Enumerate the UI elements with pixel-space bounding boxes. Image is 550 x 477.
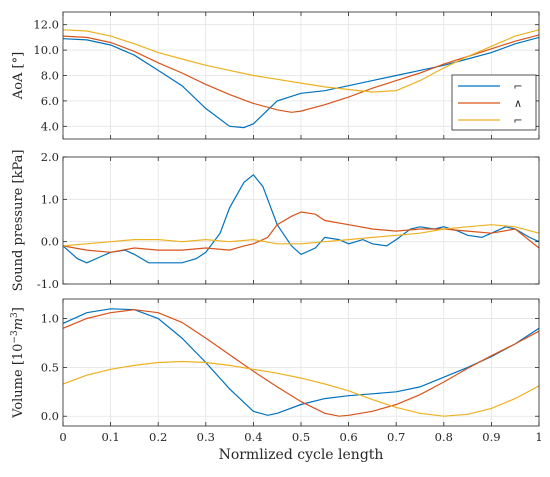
- series-line-1: [63, 308, 539, 416]
- x-tick-label: 0.5: [292, 430, 310, 444]
- y-tick-label: 0.0: [41, 409, 59, 423]
- series-line-3: [63, 360, 539, 417]
- y-tick-label: -1.0: [37, 277, 59, 291]
- y-axis-label-part: AoA [°]: [11, 52, 26, 100]
- x-tick-label: 0: [59, 430, 66, 444]
- x-tick-label: 0.9: [482, 430, 500, 444]
- series-line-3: [63, 224, 539, 247]
- legend: ⌐ ∧ ⌐: [451, 74, 537, 131]
- legend-label-2: ∧: [514, 97, 522, 110]
- y-axis-label: AoA [°]: [11, 52, 26, 100]
- series-line-2: [63, 34, 539, 113]
- panel-1: 4.0 6.0 8.0 10.0 12.0 AoA [°] ⌐ ∧ ⌐: [11, 11, 540, 140]
- y-axis-label-part: −3: [10, 330, 20, 344]
- y-axis-label: Sound pressure [kPa]: [11, 150, 26, 292]
- x-tick-label: 0.4: [244, 430, 262, 444]
- y-axis-label-part: ]: [11, 307, 26, 312]
- x-axis-label: Normlized cycle length: [219, 447, 384, 463]
- y-axis-label: Volume [10−3m3]: [10, 307, 26, 419]
- y-tick-label: 1.0: [41, 312, 59, 326]
- y-tick-label: 4.0: [41, 119, 59, 133]
- x-tick-label: 0.2: [149, 430, 167, 444]
- series-line-3: [63, 29, 539, 93]
- y-tick-label: 0.5: [41, 360, 59, 374]
- legend-label-1: ⌐: [513, 80, 522, 93]
- y-tick-label: 8.0: [41, 69, 59, 83]
- y-tick-label: 2.0: [41, 150, 59, 164]
- y-tick-label: 6.0: [41, 94, 59, 108]
- x-tick-label: 0.6: [339, 430, 357, 444]
- series-line-1: [63, 173, 539, 264]
- x-tick-label: 0.8: [435, 430, 453, 444]
- legend-label-3: ⌐: [513, 114, 522, 127]
- y-axis-label-part: m: [11, 318, 26, 330]
- y-axis-label-part: Volume [10: [11, 344, 26, 419]
- y-tick-label: 10.0: [33, 43, 59, 57]
- x-tick-label: 0.3: [197, 430, 215, 444]
- y-axis-label-part: 3: [10, 312, 20, 318]
- x-tick-label: 0.7: [387, 430, 405, 444]
- y-tick-label: 12.0: [33, 18, 59, 32]
- panel-3: 0.0 0.5 1.0 0 0.1 0.2 0.3 0.4 0.5 0.6 0.7 0.8 0.9 1 No…: [10, 298, 543, 463]
- x-tick-label: 1: [535, 430, 542, 444]
- series-line-2: [63, 309, 539, 417]
- x-tick-label: 0.1: [101, 430, 119, 444]
- y-tick-label: 0.0: [41, 235, 59, 249]
- panel-2: -1.0 0.0 1.0 2.0 Sound pressure [kPa]: [11, 150, 540, 292]
- y-tick-label: 1.0: [41, 192, 59, 206]
